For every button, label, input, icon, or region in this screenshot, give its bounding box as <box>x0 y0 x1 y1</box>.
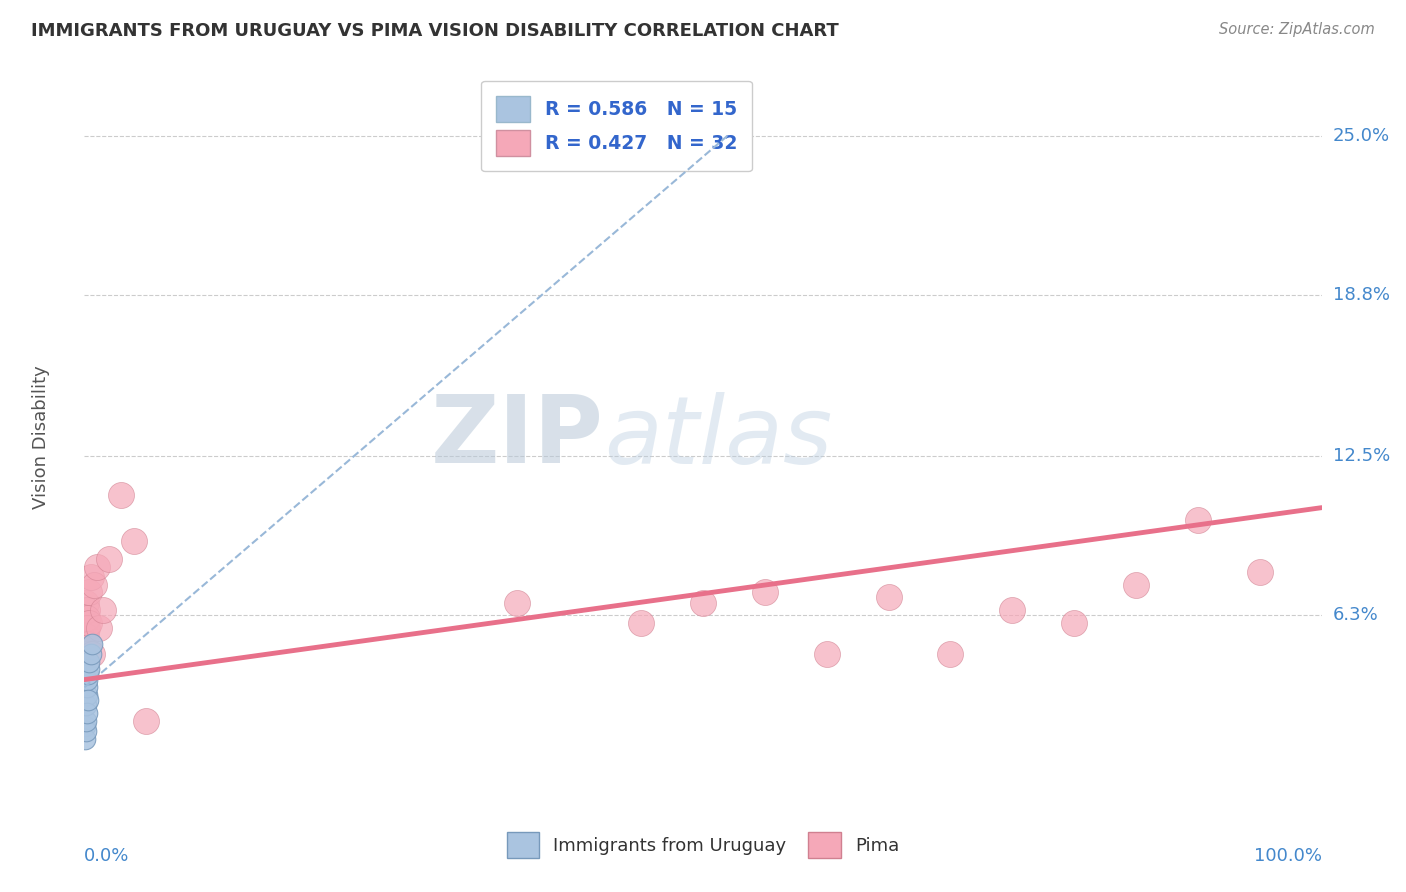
Point <box>939 647 962 661</box>
Text: atlas: atlas <box>605 392 832 483</box>
Point <box>76 688 98 702</box>
Point <box>630 616 652 631</box>
Text: 100.0%: 100.0% <box>1254 847 1322 864</box>
Point <box>91 603 114 617</box>
Point <box>110 488 132 502</box>
Point <box>692 596 714 610</box>
Point <box>75 629 97 643</box>
Text: 25.0%: 25.0% <box>1333 127 1391 145</box>
Point <box>76 706 98 720</box>
Point <box>1187 514 1209 528</box>
Text: Vision Disability: Vision Disability <box>32 365 51 509</box>
Point <box>77 662 100 676</box>
Point <box>86 559 108 574</box>
Point <box>75 723 97 738</box>
Point <box>79 585 101 599</box>
Point <box>76 621 98 635</box>
Point <box>75 596 97 610</box>
Point <box>75 698 97 713</box>
Point <box>76 603 98 617</box>
Text: IMMIGRANTS FROM URUGUAY VS PIMA VISION DISABILITY CORRELATION CHART: IMMIGRANTS FROM URUGUAY VS PIMA VISION D… <box>31 22 839 40</box>
Point <box>75 731 97 746</box>
Text: ZIP: ZIP <box>432 391 605 483</box>
Point <box>1249 565 1271 579</box>
Point <box>76 673 98 687</box>
Point <box>83 577 105 591</box>
Point <box>79 647 101 661</box>
Point <box>506 596 529 610</box>
Point <box>76 693 98 707</box>
Point <box>75 621 97 635</box>
Point <box>76 611 98 625</box>
Point <box>77 616 100 631</box>
Point <box>80 637 103 651</box>
Text: 6.3%: 6.3% <box>1333 607 1378 624</box>
Point <box>122 534 145 549</box>
Point <box>79 655 101 669</box>
Point <box>1001 603 1024 617</box>
Point <box>815 647 838 661</box>
Text: 0.0%: 0.0% <box>84 847 129 864</box>
Point <box>73 719 96 733</box>
Text: 18.8%: 18.8% <box>1333 285 1389 303</box>
Point <box>77 637 100 651</box>
Point <box>135 714 157 728</box>
Point <box>79 570 101 584</box>
Text: 12.5%: 12.5% <box>1333 447 1391 466</box>
Point <box>754 585 776 599</box>
Point <box>73 616 96 631</box>
Point <box>77 667 100 681</box>
Point <box>80 647 103 661</box>
Point <box>1063 616 1085 631</box>
Point <box>89 621 111 635</box>
Legend: Immigrants from Uruguay, Pima: Immigrants from Uruguay, Pima <box>498 823 908 867</box>
Point <box>76 681 98 695</box>
Point <box>75 714 97 728</box>
Text: Source: ZipAtlas.com: Source: ZipAtlas.com <box>1219 22 1375 37</box>
Point <box>98 552 121 566</box>
Point <box>877 591 900 605</box>
Point <box>1125 577 1147 591</box>
